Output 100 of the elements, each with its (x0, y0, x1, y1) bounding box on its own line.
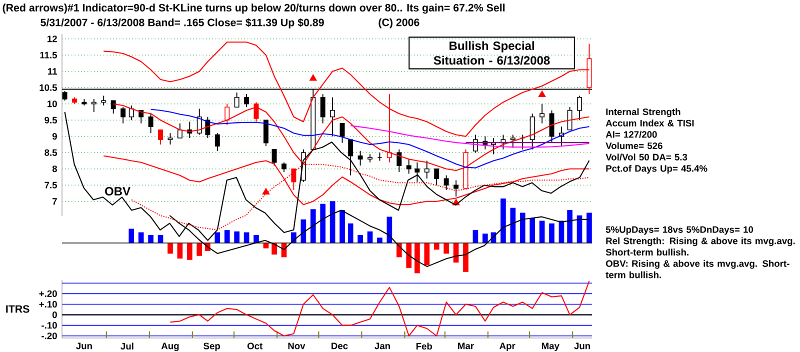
candlestick (128, 105, 134, 121)
candlestick (454, 180, 459, 197)
x-tick-label: Feb (416, 342, 432, 350)
bar (320, 204, 326, 243)
y-tick-label: +.20 (39, 290, 57, 297)
candlestick (348, 139, 354, 176)
candlestick (424, 160, 430, 180)
bar (482, 234, 488, 243)
text: Bullish Special Situation - 6/13/2008 (434, 41, 550, 65)
bar (377, 238, 382, 243)
bar (330, 201, 336, 243)
x-tick-label: Jun (574, 342, 590, 350)
candlestick (414, 162, 420, 182)
text: AI= 127/200 (606, 130, 657, 138)
candlestick (101, 95, 106, 106)
bar (539, 220, 545, 243)
candlestick (234, 92, 240, 108)
y-tick-label: -.20 (42, 332, 57, 340)
y-tick-label: 12 (48, 36, 57, 42)
series-label: OBV (105, 187, 130, 196)
candlestick (406, 158, 412, 174)
bar (567, 210, 572, 243)
candlestick (272, 148, 277, 166)
bar (168, 242, 173, 254)
x-tick-label: Jan (374, 342, 390, 350)
bar (214, 232, 220, 243)
x-tick-label: Sep (204, 342, 220, 352)
point (309, 74, 317, 81)
bar (424, 242, 430, 266)
candlestick (168, 132, 173, 145)
bar (549, 223, 554, 243)
bar (520, 212, 526, 243)
candlestick (396, 148, 402, 173)
y-tick-label: 8 (52, 166, 57, 172)
x-tick-label: Dec (332, 342, 348, 350)
candlestick (330, 96, 336, 137)
candlestick (540, 103, 545, 124)
y-axis-title: ITRS (6, 305, 30, 313)
text: Accum Index & TISI (606, 120, 694, 126)
y-tick-label: 10 (48, 100, 57, 108)
text: Internal Strength (606, 108, 680, 118)
y-tick-label: 7 (52, 198, 57, 205)
candlestick (263, 120, 268, 147)
y-tick-label: 11 (48, 68, 58, 75)
x-tick-label: Jul (120, 342, 134, 350)
candlestick (340, 122, 345, 144)
text: (C) 2006 (378, 18, 420, 28)
y-tick-label: -.10 (42, 322, 57, 329)
candlestick (148, 113, 154, 134)
text: Vol/Vol 50 DA= 5.3 (606, 154, 688, 161)
bar (414, 242, 420, 274)
bar (434, 242, 440, 250)
bar (463, 242, 468, 272)
x-tick-label: Nov (288, 342, 306, 350)
candlestick (434, 168, 440, 186)
candlestick (444, 174, 449, 190)
candlestick (110, 100, 116, 114)
text: Rel Strength: Rising & above its mvg.avg. Short-term bullish. (606, 237, 795, 256)
bar (406, 242, 412, 268)
candlestick (91, 98, 96, 112)
bar (148, 234, 154, 243)
text: OBV: Rising & above its mvg.avg. Short-term bullish. (606, 260, 790, 278)
text: Pct.of Days Up= 45.4% (606, 164, 708, 174)
bar (177, 242, 183, 259)
bar (444, 242, 449, 254)
bar (234, 231, 240, 243)
candlestick (244, 94, 250, 108)
x-tick-label: Aug (161, 342, 179, 352)
bar (138, 232, 144, 243)
candlestick (358, 150, 363, 166)
x-tick-label: May (542, 342, 560, 352)
point (538, 90, 546, 98)
candlestick (158, 129, 163, 145)
x-tick-label: Oct (247, 342, 263, 350)
text: (Red arrows)#1 Indicator=90-d St-KLine turns up below 20/turns down over 80.. Its gain= 67.2% Sell (2, 4, 505, 14)
candlestick (291, 168, 296, 190)
bar (128, 228, 134, 243)
y-tick-label: +.10 (39, 300, 57, 308)
bar (196, 242, 202, 256)
bar (254, 234, 259, 243)
y-tick-label: 8.5 (44, 149, 58, 156)
x-tick-label: Mar (458, 342, 474, 350)
y-tick-label: 9 (52, 133, 57, 140)
bar (272, 242, 277, 255)
bar (358, 234, 363, 243)
y-tick-label: 0 (52, 311, 57, 318)
candlestick (120, 106, 126, 124)
candlestick (320, 94, 326, 124)
line-series (150, 108, 590, 168)
x-tick-label: Jun (76, 342, 92, 350)
text: 5/31/2007 - 6/13/2008 Band= .165 Close= $11.39 Up $0.89 (40, 18, 324, 28)
bar (186, 242, 192, 260)
point (262, 188, 270, 195)
y-tick-label: 11.5 (40, 52, 58, 58)
candlestick (577, 95, 582, 121)
candlestick (530, 113, 535, 150)
y-tick-label: 9.5 (44, 116, 58, 124)
candlestick (177, 122, 182, 138)
candlestick (214, 132, 220, 152)
bar (224, 230, 230, 243)
